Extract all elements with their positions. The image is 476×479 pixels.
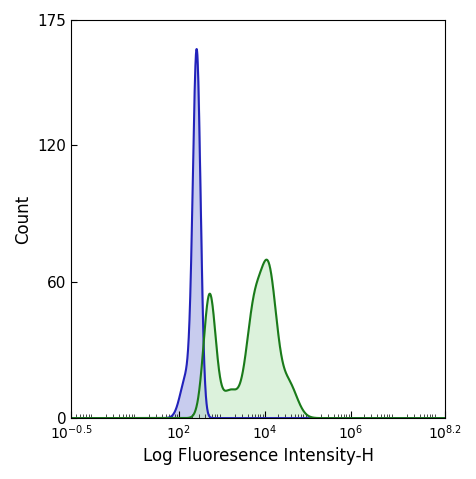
X-axis label: Log Fluoresence Intensity-H: Log Fluoresence Intensity-H <box>143 447 374 465</box>
Y-axis label: Count: Count <box>14 194 32 243</box>
